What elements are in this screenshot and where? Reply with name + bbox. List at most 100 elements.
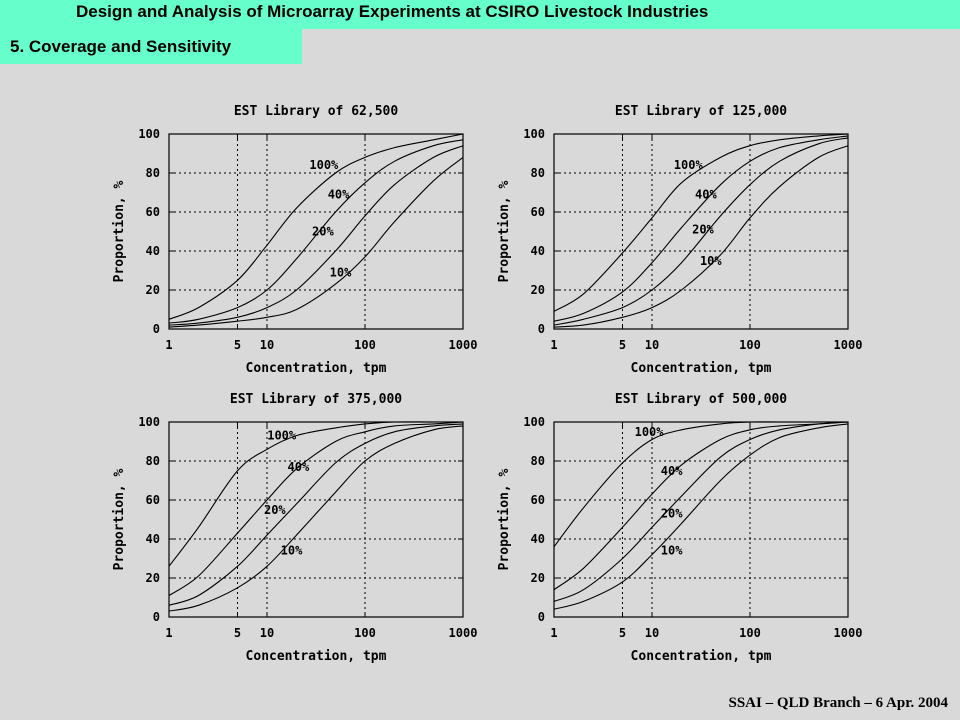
footer-text: SSAI – QLD Branch – 6 Apr. 2004 [728,695,949,711]
series-label: 100% [267,429,297,443]
y-axis-label: Proportion, % [112,468,127,570]
x-axis-label: Concentration, tpm [631,649,772,664]
series-label: 10% [661,544,683,558]
y-tick-label: 40 [146,244,160,258]
x-tick-label: 1000 [834,338,863,352]
y-tick-label: 20 [146,283,160,297]
x-tick-label: 5 [234,626,241,640]
series-label: 10% [281,544,303,558]
x-axis-label: Concentration, tpm [631,361,772,376]
series-line [168,145,464,326]
chart-panel: EST Library of 125,000 0 20 40 60 80 100 1 5 10 10… [497,104,862,376]
y-tick-label: 60 [146,493,160,507]
series-label: 10% [330,265,352,279]
series-label: 100% [674,158,704,172]
series-line [553,133,849,312]
series-line [168,421,464,596]
x-tick-label: 100 [354,626,376,640]
series-label: 40% [288,460,310,474]
y-tick-label: 20 [531,283,545,297]
series-line [553,421,849,591]
series-label: 100% [309,158,339,172]
x-tick-label: 100 [739,338,761,352]
chart-title: EST Library of 375,000 [230,392,402,407]
chart-title: EST Library of 500,000 [615,392,787,407]
x-tick-label: 1 [550,626,557,640]
plot-frame [168,421,464,618]
series-line [168,425,464,612]
y-tick-label: 60 [146,205,160,219]
x-tick-label: 1000 [834,626,863,640]
x-tick-label: 100 [739,626,761,640]
y-tick-label: 40 [146,532,160,546]
series-line [168,133,464,320]
plot-frame [168,133,464,330]
x-tick-label: 10 [260,338,274,352]
series-label: 40% [328,187,350,201]
series-label: 20% [692,223,714,237]
y-tick-label: 60 [531,205,545,219]
x-tick-label: 1 [550,338,557,352]
plot-frame [553,133,849,330]
series-line [553,423,849,610]
x-tick-label: 10 [260,626,274,640]
page-title: Design and Analysis of Microarray Experi… [76,2,709,21]
y-axis-label: Proportion, % [497,180,512,282]
header-bar: Design and Analysis of Microarray Experi… [0,0,960,29]
series-line [553,421,848,548]
series-label: 20% [264,503,286,517]
series-label: 20% [661,507,683,521]
x-tick-label: 10 [645,338,659,352]
plot-frame [553,421,849,618]
x-axis-label: Concentration, tpm [246,361,387,376]
y-tick-label: 20 [531,571,545,585]
y-axis-label: Proportion, % [112,180,127,282]
x-tick-label: 5 [234,338,241,352]
x-tick-label: 1 [165,338,172,352]
y-tick-label: 80 [531,166,545,180]
chart-panel: EST Library of 375,000 0 20 40 60 80 100 1 5 10 10… [112,392,477,664]
y-axis-label: Proportion, % [497,468,512,570]
series-label: 10% [700,254,722,268]
y-tick-label: 0 [538,322,545,336]
series-line [168,156,464,328]
y-tick-label: 100 [523,415,545,429]
section-title: 5. Coverage and Sensitivity [10,37,232,56]
chart-panel: EST Library of 62,500 0 20 40 60 80 100 1 5 10 100… [112,104,477,376]
x-tick-label: 5 [619,338,626,352]
y-tick-label: 100 [138,415,160,429]
y-tick-label: 80 [531,454,545,468]
series-line [168,421,463,567]
series-line [553,135,849,322]
series-line [553,145,849,328]
y-tick-label: 80 [146,166,160,180]
series-line [553,421,849,602]
y-tick-label: 100 [138,127,160,141]
series-label: 20% [312,225,334,239]
y-tick-label: 0 [153,610,160,624]
y-tick-label: 20 [146,571,160,585]
section-banner: 5. Coverage and Sensitivity [0,29,302,64]
series-label: 40% [695,187,717,201]
chart-title: EST Library of 62,500 [234,104,399,119]
x-tick-label: 100 [354,338,376,352]
x-tick-label: 5 [619,626,626,640]
series-line [553,137,849,326]
chart-panel: EST Library of 500,000 0 20 40 60 80 100 1 5 10 10… [497,392,862,664]
y-tick-label: 40 [531,244,545,258]
x-tick-label: 1 [165,626,172,640]
y-tick-label: 0 [538,610,545,624]
y-tick-label: 40 [531,532,545,546]
x-tick-label: 1000 [449,338,478,352]
y-tick-label: 0 [153,322,160,336]
y-tick-label: 60 [531,493,545,507]
chart-title: EST Library of 125,000 [615,104,787,119]
x-tick-label: 10 [645,626,659,640]
series-label: 100% [635,425,665,439]
y-tick-label: 80 [146,454,160,468]
x-axis-label: Concentration, tpm [246,649,387,664]
series-label: 40% [661,464,683,478]
series-line [168,139,464,324]
series-line [168,423,464,606]
